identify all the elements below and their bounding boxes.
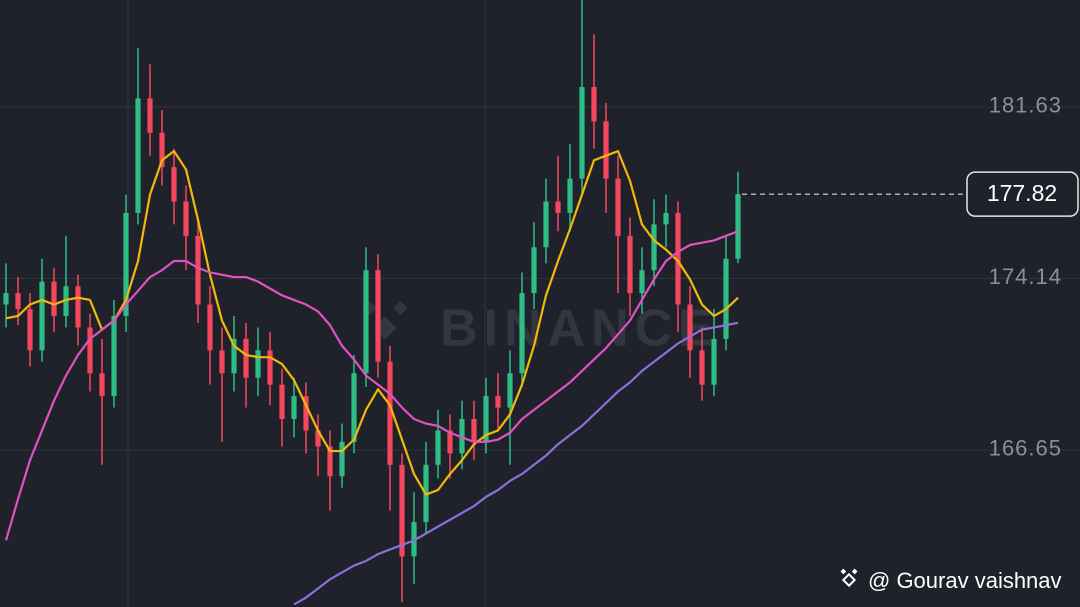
candle-body (519, 293, 525, 374)
candle-body (531, 247, 537, 294)
candle-body (471, 419, 477, 442)
candle-body (651, 224, 657, 271)
candle-body (303, 396, 309, 431)
candle-body (363, 270, 369, 374)
candle-body (555, 201, 561, 213)
moving-average-line (5, 150, 739, 496)
candle-body (159, 132, 165, 168)
candle-body (3, 293, 9, 305)
candle-body (327, 446, 333, 477)
footer: @ Gourav vaishnav (868, 568, 1062, 593)
candle-body (675, 212, 681, 305)
candle-body (591, 87, 597, 122)
candle-body (603, 121, 609, 179)
candle-body (483, 396, 489, 442)
candle-body (147, 98, 153, 133)
candle-body (351, 373, 357, 442)
candle-body (639, 270, 645, 294)
candle-body (243, 338, 249, 378)
candle-body (123, 212, 129, 316)
candle-body (699, 350, 705, 385)
candle-body (111, 315, 117, 397)
candle-body (27, 309, 33, 351)
candle-body (51, 281, 57, 316)
candle-body (339, 441, 345, 477)
candle-body (711, 338, 717, 385)
candle-body (267, 350, 273, 385)
watermark: BINANCE (440, 300, 719, 358)
candle-body (279, 384, 285, 420)
candle-body (447, 430, 453, 454)
footer-group: @ Gourav vaishnav (840, 568, 1062, 593)
candle-body (183, 201, 189, 236)
moving-average-line (293, 321, 739, 606)
candle-body (723, 258, 729, 339)
candle-body (195, 235, 201, 305)
candle-body (135, 98, 141, 213)
candle-body (219, 350, 225, 374)
y-tick-label: 166.65 (989, 436, 1062, 461)
last-price-box (966, 171, 1079, 217)
candle-body (171, 167, 177, 202)
candle-body (687, 304, 693, 351)
candle-body (375, 270, 381, 362)
candle-body (435, 430, 441, 465)
y-tick-label: 174.14 (989, 264, 1062, 289)
candle-body (255, 350, 261, 378)
candle-body (387, 361, 393, 465)
candle-body (99, 373, 105, 397)
candle-body (231, 338, 237, 374)
candle-body (207, 304, 213, 351)
candle-body (75, 286, 81, 328)
candle-body (567, 178, 573, 213)
candle-body (627, 235, 633, 294)
last-price-label: 177.82 (987, 180, 1057, 206)
candle-body (15, 293, 21, 310)
watermark-group: BINANCE (362, 300, 719, 358)
candle-body (663, 212, 669, 225)
candle-body (507, 373, 513, 408)
candle-body (543, 201, 549, 248)
candle-body (579, 87, 585, 179)
candle-body (399, 464, 405, 557)
moving-average-line (4, 230, 739, 541)
candle-body (87, 327, 93, 374)
y-tick-label: 181.63 (989, 93, 1062, 118)
candle-body (495, 396, 501, 408)
candle-body (39, 281, 45, 351)
candle-body (315, 430, 321, 447)
candle-body (735, 194, 741, 259)
candle-body (615, 178, 621, 236)
candle-body (291, 396, 297, 420)
